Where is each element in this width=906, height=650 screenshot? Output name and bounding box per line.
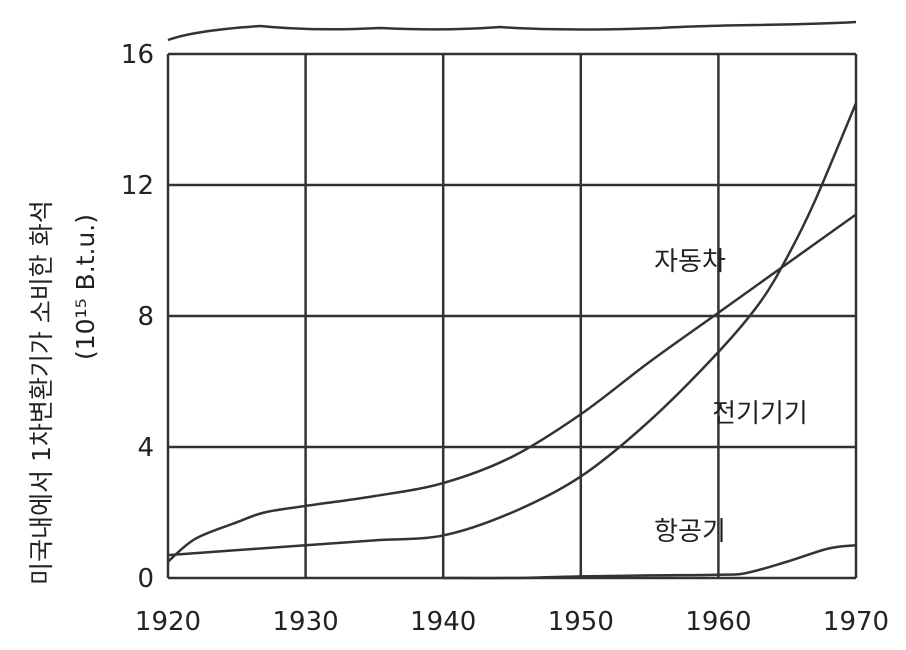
x-tick-label: 1960: [685, 607, 751, 637]
y-axis-unit: (10¹⁵ B.t.u.): [71, 214, 100, 360]
series-annotation: 자동차: [654, 247, 726, 277]
series-annotation: 항공기: [654, 517, 726, 547]
x-tick-label: 1930: [273, 607, 339, 637]
x-tick-labels: 1920 1930 1940 1950 1960 1970: [135, 607, 889, 637]
y-tick-label: 8: [137, 302, 154, 332]
y-tick-labels: 0 4 8 12 16: [121, 40, 154, 594]
series-line: [443, 544, 857, 580]
series-lines: [167, 102, 858, 580]
x-tick-label: 1940: [410, 607, 476, 637]
top-border-sketch: [167, 20, 857, 42]
series-line: [167, 213, 857, 563]
x-tick-label: 1970: [823, 607, 889, 637]
grid: [166, 52, 858, 580]
series-line: [167, 102, 858, 557]
x-tick-label: 1950: [548, 607, 614, 637]
y-tick-label: 0: [137, 564, 154, 594]
y-axis-label-group: 미국내에서 1차변환기가 소비한 화석 (10¹⁵ B.t.u.): [27, 200, 100, 585]
y-tick-label: 12: [121, 171, 154, 201]
y-axis-label: 미국내에서 1차변환기가 소비한 화석: [27, 200, 56, 585]
x-tick-label: 1920: [135, 607, 201, 637]
y-tick-label: 4: [137, 433, 154, 463]
series-annotation: 전기기기: [712, 399, 808, 429]
y-tick-label: 16: [121, 40, 154, 70]
